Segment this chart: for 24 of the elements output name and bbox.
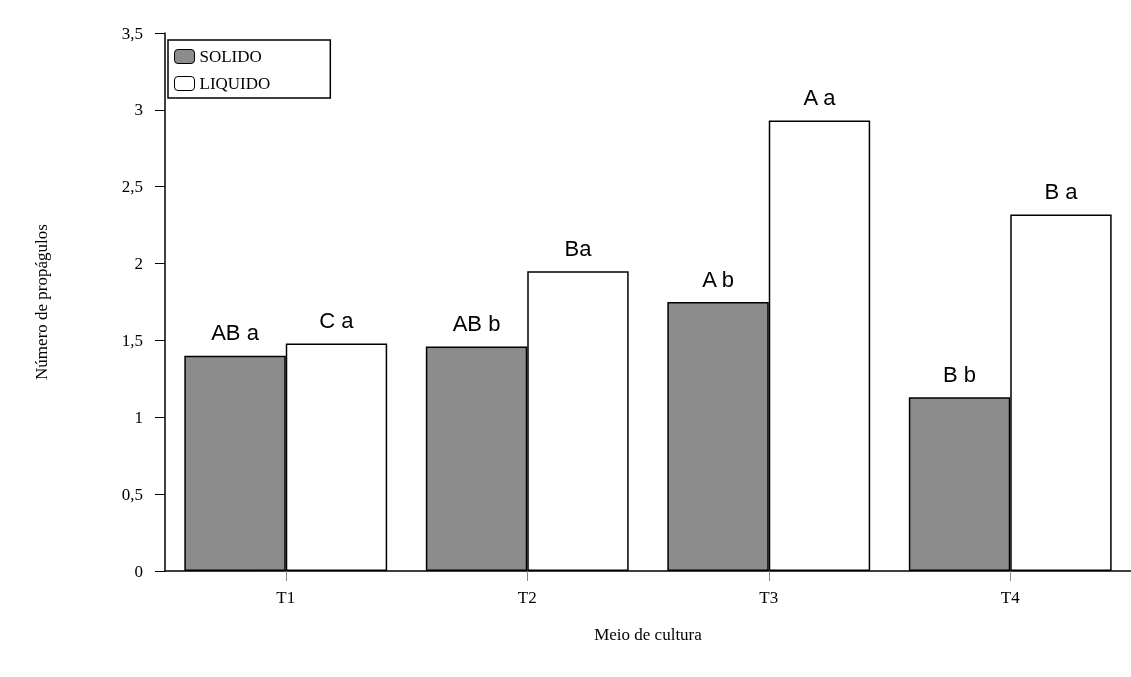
y-tick-label: 1,5 (121, 330, 143, 350)
data-label: A a (803, 85, 837, 111)
data-label: B a (1044, 178, 1079, 204)
y-tick-label: 2,5 (121, 177, 143, 197)
x-tick-label: T2 (517, 588, 537, 607)
y-axis-title: Número de propágulos (32, 224, 51, 380)
legend-label: LIQUIDO (199, 74, 271, 93)
x-tick-label: T3 (759, 588, 779, 607)
data-label: AB a (211, 320, 260, 346)
data-label: A b (702, 266, 734, 292)
y-tick-label: 3 (134, 100, 143, 120)
legend-label: SOLIDO (199, 47, 262, 66)
y-tick-label: 2 (134, 254, 143, 274)
y-tick-label: 1 (134, 407, 143, 427)
y-tick-label: 3,5 (121, 23, 143, 43)
data-label: C a (319, 308, 355, 333)
x-tick-label: T1 (276, 588, 296, 607)
x-tick-label: T4 (1000, 588, 1021, 607)
data-label: AB b (452, 311, 501, 337)
y-tick-label: 0 (134, 561, 143, 581)
y-tick-label: 0,5 (121, 484, 143, 504)
data-label: B b (943, 361, 977, 387)
data-label: Ba (564, 235, 593, 261)
x-axis-title: Meio de cultura (594, 625, 703, 644)
